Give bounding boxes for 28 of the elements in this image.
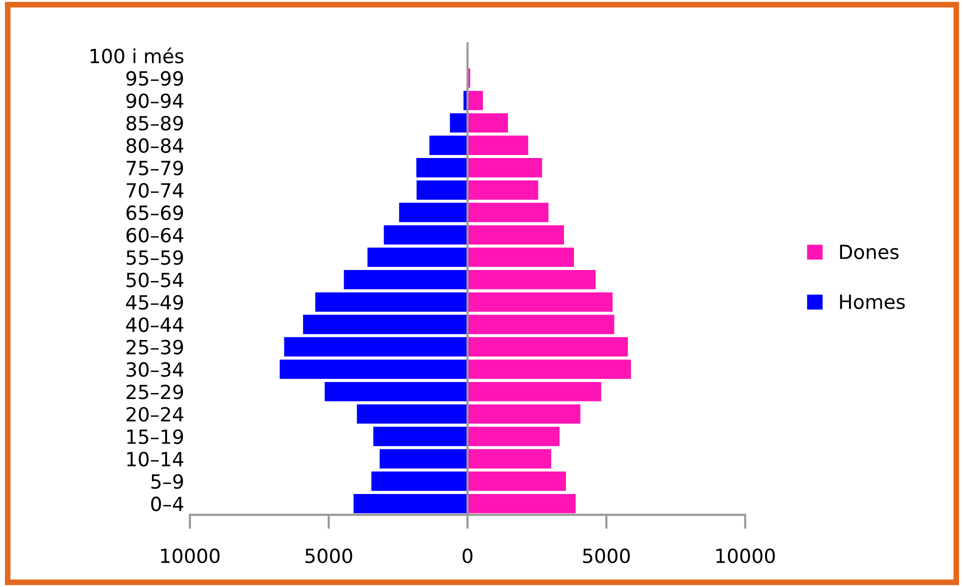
y-tick-label: 90–94 [126,93,184,108]
x-tick-label: 10000 [161,548,220,564]
legend-label: Homes [840,294,905,310]
y-tick-label: 10–14 [127,452,184,466]
x-tick-label: 5000 [583,548,630,564]
y-tick-label: 45–49 [126,295,183,310]
y-tick-label: 25–29 [126,384,183,400]
legend-label: Dones [840,244,899,260]
y-tick-label: 30–34 [126,362,184,377]
y-tick-label: 15–19 [127,429,183,444]
y-tick-label: 20–24 [126,406,184,422]
x-tick-label: 10000 [716,548,775,564]
y-tick-label: 70–74 [126,183,184,198]
y-tick-label: 50–54 [126,272,184,288]
y-tick-label: 0–4 [151,496,184,512]
y-tick-label: 5–9 [151,474,183,489]
y-tick-label: 40–44 [126,317,184,332]
y-tick-label: 85–89 [126,116,183,131]
y-tick-label: 100 i més [90,48,184,64]
y-tick-label: 95–99 [126,71,183,86]
y-tick-label: 65–69 [126,205,183,220]
y-tick-label: 80–84 [126,138,184,153]
y-tick-label: 60–64 [126,228,184,243]
x-tick-label: 5000 [305,548,352,564]
y-tick-label: 25–39 [126,340,183,354]
y-tick-label: 55–59 [126,250,183,265]
x-tick-label: 0 [462,548,472,564]
y-tick-label: 75–79 [126,160,183,176]
